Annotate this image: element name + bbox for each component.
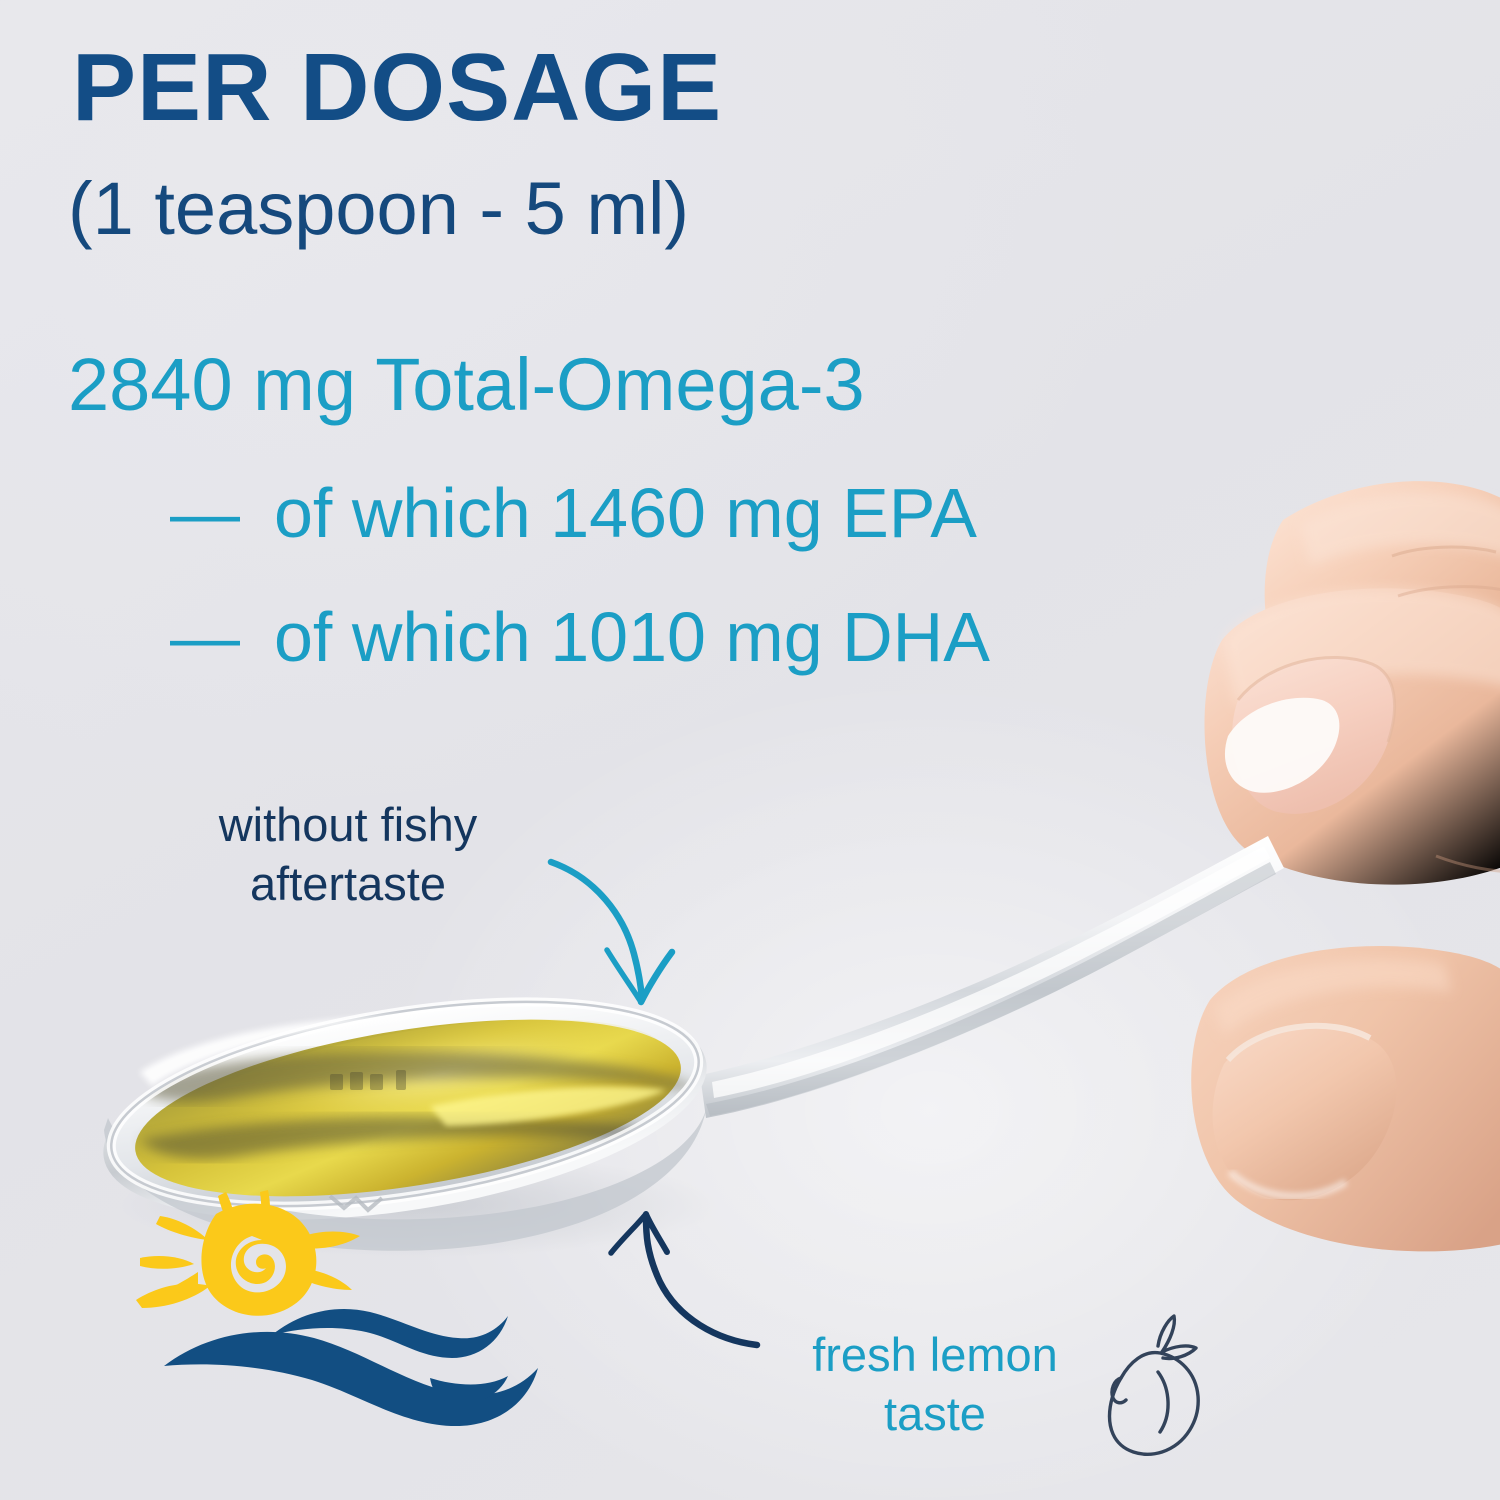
callout-no-fishy-aftertaste: without fishy aftertaste xyxy=(158,795,538,913)
callout-fresh-lemon-taste: fresh lemon taste xyxy=(770,1325,1100,1443)
epa-label: of which 1460 mg EPA xyxy=(274,474,977,552)
dha-line: — of which 1010 mg DHA xyxy=(170,602,990,672)
callout-top-line2: aftertaste xyxy=(250,857,446,911)
epa-line: — of which 1460 mg EPA xyxy=(170,478,977,548)
callout-bottom-line2: taste xyxy=(884,1387,986,1441)
dha-label: of which 1010 mg DHA xyxy=(274,598,990,676)
page-title: PER DOSAGE xyxy=(72,34,723,141)
dash-marker: — xyxy=(170,474,240,552)
dosage-subtitle: (1 teaspoon - 5 ml) xyxy=(68,167,690,250)
total-omega3-label: 2840 mg Total-Omega-3 xyxy=(68,343,865,426)
callout-top-line1: without fishy xyxy=(218,798,478,851)
callout-bottom-line1: fresh lemon xyxy=(812,1328,1058,1381)
dash-marker: — xyxy=(170,598,240,676)
